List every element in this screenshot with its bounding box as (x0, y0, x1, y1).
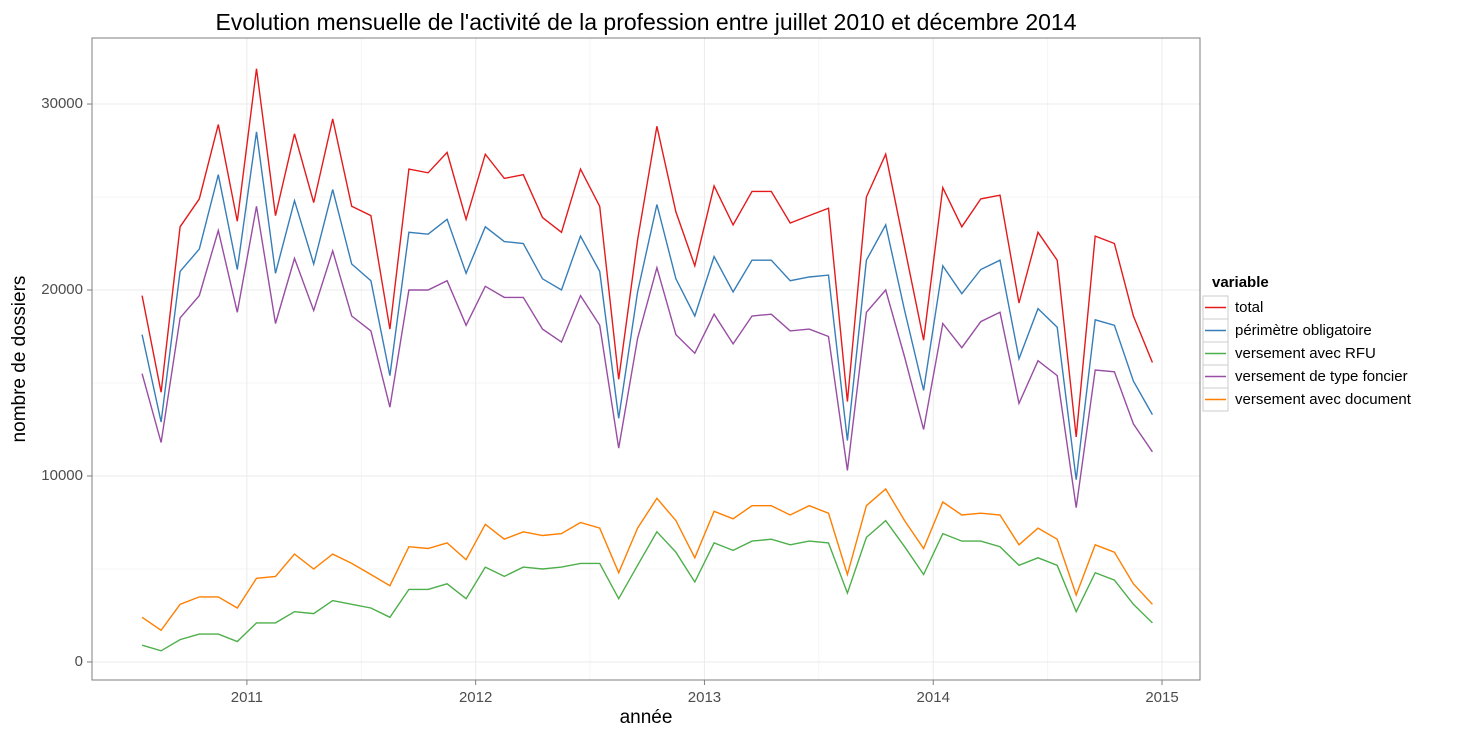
x-tick-label: 2015 (1145, 689, 1178, 706)
legend-label: périmètre obligatoire (1235, 322, 1372, 339)
chart-title: Evolution mensuelle de l'activité de la … (215, 9, 1076, 35)
x-tick-label: 2012 (459, 689, 492, 706)
y-axis-label: nombre de dossiers (9, 276, 30, 443)
series-line (141, 206, 1153, 508)
y-tick-label: 30000 (41, 95, 83, 112)
x-tick-label: 2011 (231, 689, 263, 706)
legend-label: versement avec document (1235, 391, 1412, 408)
legend-label: versement de type foncier (1235, 368, 1408, 385)
legend-label: total (1235, 299, 1263, 316)
plot-background (92, 38, 1200, 680)
series-line (141, 519, 1153, 652)
legend-title: variable (1212, 274, 1269, 291)
y-tick-label: 10000 (41, 467, 83, 484)
series-line (141, 131, 1154, 480)
plot-border (91, 37, 1201, 681)
x-axis-label: année (620, 707, 673, 728)
series-line (141, 487, 1153, 632)
series-line (141, 68, 1154, 437)
x-tick-label: 2013 (688, 689, 721, 706)
legend-label: versement avec RFU (1235, 345, 1376, 362)
x-tick-label: 2014 (917, 689, 950, 706)
y-tick-label: 0 (75, 653, 83, 670)
y-tick-label: 20000 (41, 281, 83, 298)
